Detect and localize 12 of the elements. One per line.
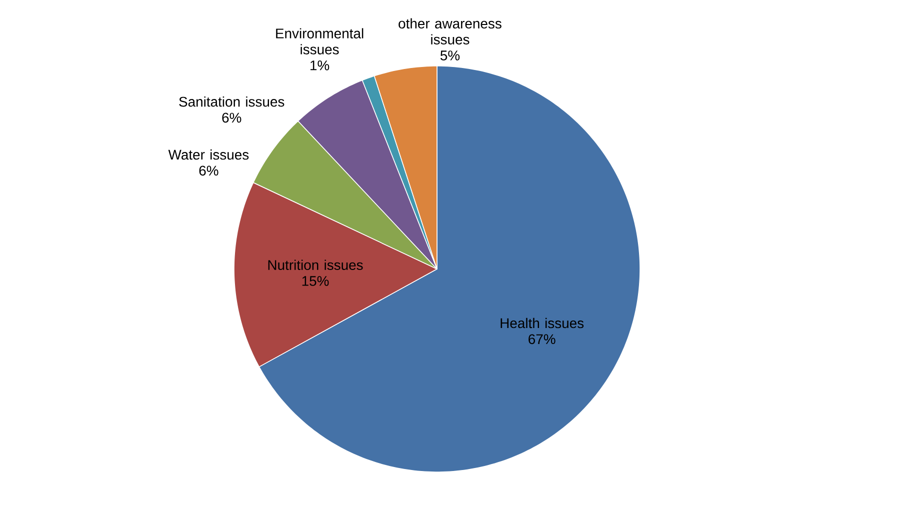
slice-label: Water issues [168,149,249,160]
data-label: 6% [222,112,242,123]
slice-label: other awareness issues [398,18,502,44]
slice-label: Nutrition issues [268,260,363,270]
data-label: 67% [528,334,556,344]
data-label: 1% [310,60,330,70]
data-label: 6% [199,166,218,176]
data-label: 5% [440,50,460,60]
data-label: 15% [302,276,329,286]
slice-label: Health issues [500,318,584,328]
slice-label: Sanitation issues [179,96,284,107]
slice-label: Environmental issues [276,28,364,54]
